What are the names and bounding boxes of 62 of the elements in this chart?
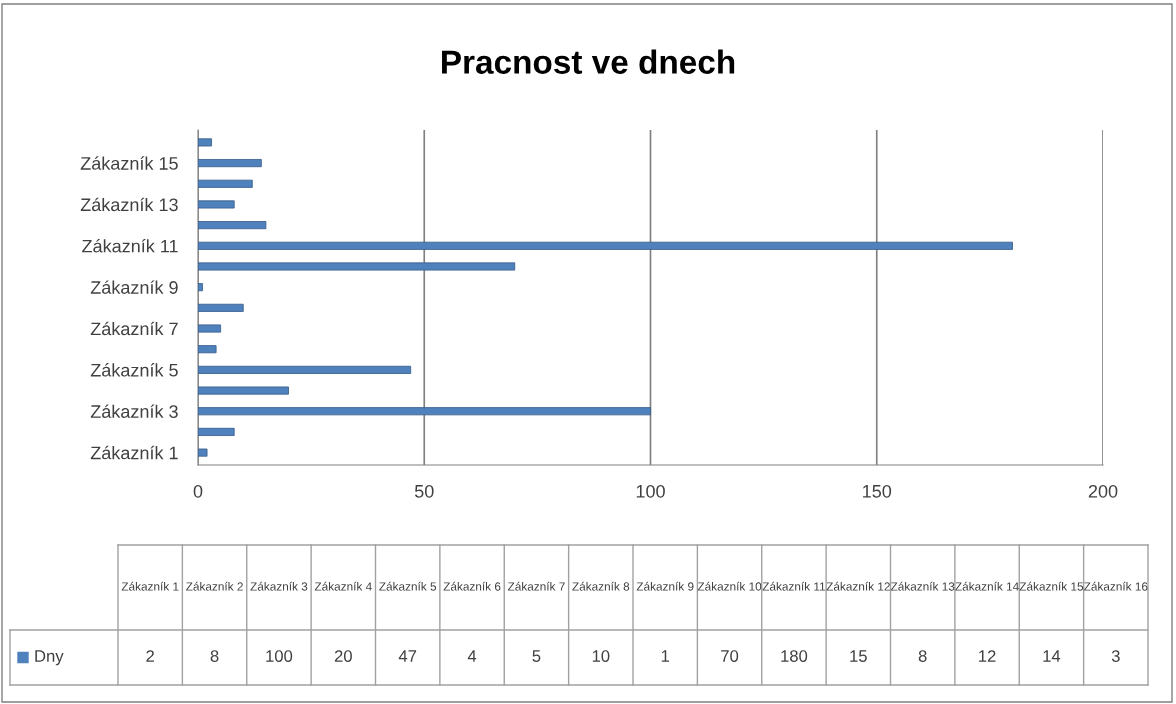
bar (198, 427, 235, 436)
category-label: Zákazník 8 (572, 581, 630, 591)
data-label: 14 (1043, 650, 1061, 662)
x-tick-label: 100 (636, 484, 665, 498)
bar (198, 365, 412, 374)
category-label: Zákazník 9 (636, 581, 694, 591)
category-label: Zákazník 12 (826, 581, 890, 591)
bar (198, 241, 1013, 250)
y-tick-label: Zákazník 15 (80, 156, 178, 170)
bar (198, 283, 203, 292)
y-tick-label: Zákazník 7 (90, 321, 178, 336)
category-label: Zákazník 16 (1084, 581, 1148, 591)
category-label: Zákazník 10 (697, 581, 762, 591)
bar (198, 262, 516, 271)
category-label: Zákazník 2 (186, 581, 243, 591)
bar (198, 324, 222, 333)
data-label: 4 (467, 650, 477, 662)
bar (198, 159, 262, 168)
x-tick-label: 50 (414, 484, 434, 498)
x-tick-label: 150 (863, 484, 892, 498)
x-tick-label: 0 (193, 484, 203, 498)
category-label: Zákazník 4 (314, 581, 372, 591)
data-label: 1 (661, 650, 670, 662)
category-label: Zákazník 6 (443, 581, 501, 591)
data-label: 20 (334, 650, 352, 662)
chart-title: Pracnost ve dnech (442, 49, 735, 74)
category-label: Zákazník 15 (1019, 581, 1084, 591)
data-label: 100 (266, 650, 293, 662)
x-tick-label: 200 (1088, 484, 1118, 498)
data-label: 8 (210, 650, 219, 662)
bar (198, 138, 212, 147)
bar (198, 345, 217, 354)
data-label: 180 (781, 650, 808, 662)
category-label: Zákazník 13 (890, 581, 955, 591)
data-label: 15 (850, 650, 867, 662)
y-tick-label: Zákazník 3 (90, 404, 178, 418)
bar (198, 386, 289, 395)
data-label: 8 (918, 650, 927, 662)
y-tick-label: Zákazník 1 (90, 445, 178, 460)
legend-label: Dny (35, 650, 64, 666)
bar (198, 221, 267, 230)
bar (198, 407, 651, 416)
data-label: 47 (398, 650, 417, 662)
y-tick-label: Zákazník 5 (90, 363, 178, 377)
category-label: Zákazník 7 (507, 581, 565, 591)
data-label: 70 (721, 650, 739, 662)
bar (198, 448, 208, 457)
data-label: 12 (979, 650, 996, 662)
data-label: 2 (146, 650, 154, 662)
bar (198, 179, 253, 188)
category-label: Zákazník 3 (250, 581, 308, 591)
bar (198, 303, 244, 312)
category-label: Zákazník 5 (379, 581, 437, 591)
category-label: Zákazník 14 (955, 581, 1019, 591)
y-tick-label: Zákazník 11 (82, 239, 178, 253)
data-label: 5 (532, 650, 541, 662)
bar (198, 200, 235, 209)
data-label: 10 (592, 650, 610, 662)
category-label: Zákazník 11 (762, 581, 826, 591)
y-tick-label: Zákazník 13 (80, 197, 178, 212)
y-tick-label: Zákazník 9 (90, 280, 178, 294)
data-label: 3 (1111, 650, 1120, 662)
